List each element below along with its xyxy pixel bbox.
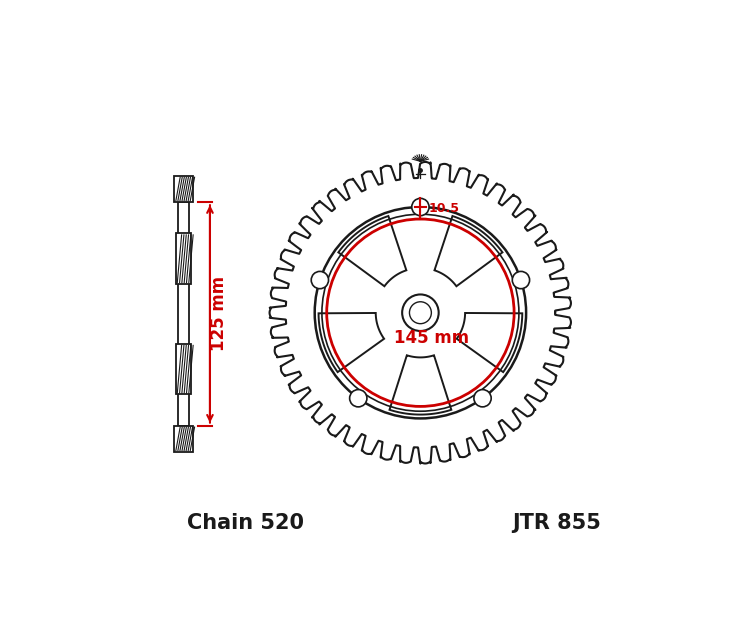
- Polygon shape: [338, 216, 406, 286]
- Circle shape: [474, 389, 491, 407]
- Bar: [175, 176, 193, 202]
- Text: Chain 520: Chain 520: [188, 513, 304, 533]
- Circle shape: [311, 271, 328, 289]
- Text: 145 mm: 145 mm: [394, 329, 470, 347]
- Bar: [176, 344, 190, 394]
- Bar: [178, 202, 189, 426]
- Text: 10.5: 10.5: [429, 202, 460, 215]
- Circle shape: [512, 271, 529, 289]
- Text: 125 mm: 125 mm: [209, 276, 227, 351]
- Circle shape: [410, 302, 431, 324]
- Circle shape: [412, 198, 429, 216]
- Circle shape: [402, 295, 439, 331]
- Polygon shape: [389, 355, 452, 414]
- Polygon shape: [269, 162, 571, 464]
- Circle shape: [350, 389, 367, 407]
- Bar: [176, 233, 190, 284]
- Polygon shape: [434, 216, 502, 286]
- Bar: [175, 426, 193, 452]
- Polygon shape: [457, 313, 522, 372]
- Circle shape: [315, 207, 526, 419]
- Polygon shape: [319, 313, 384, 372]
- Text: JTR 855: JTR 855: [512, 513, 601, 533]
